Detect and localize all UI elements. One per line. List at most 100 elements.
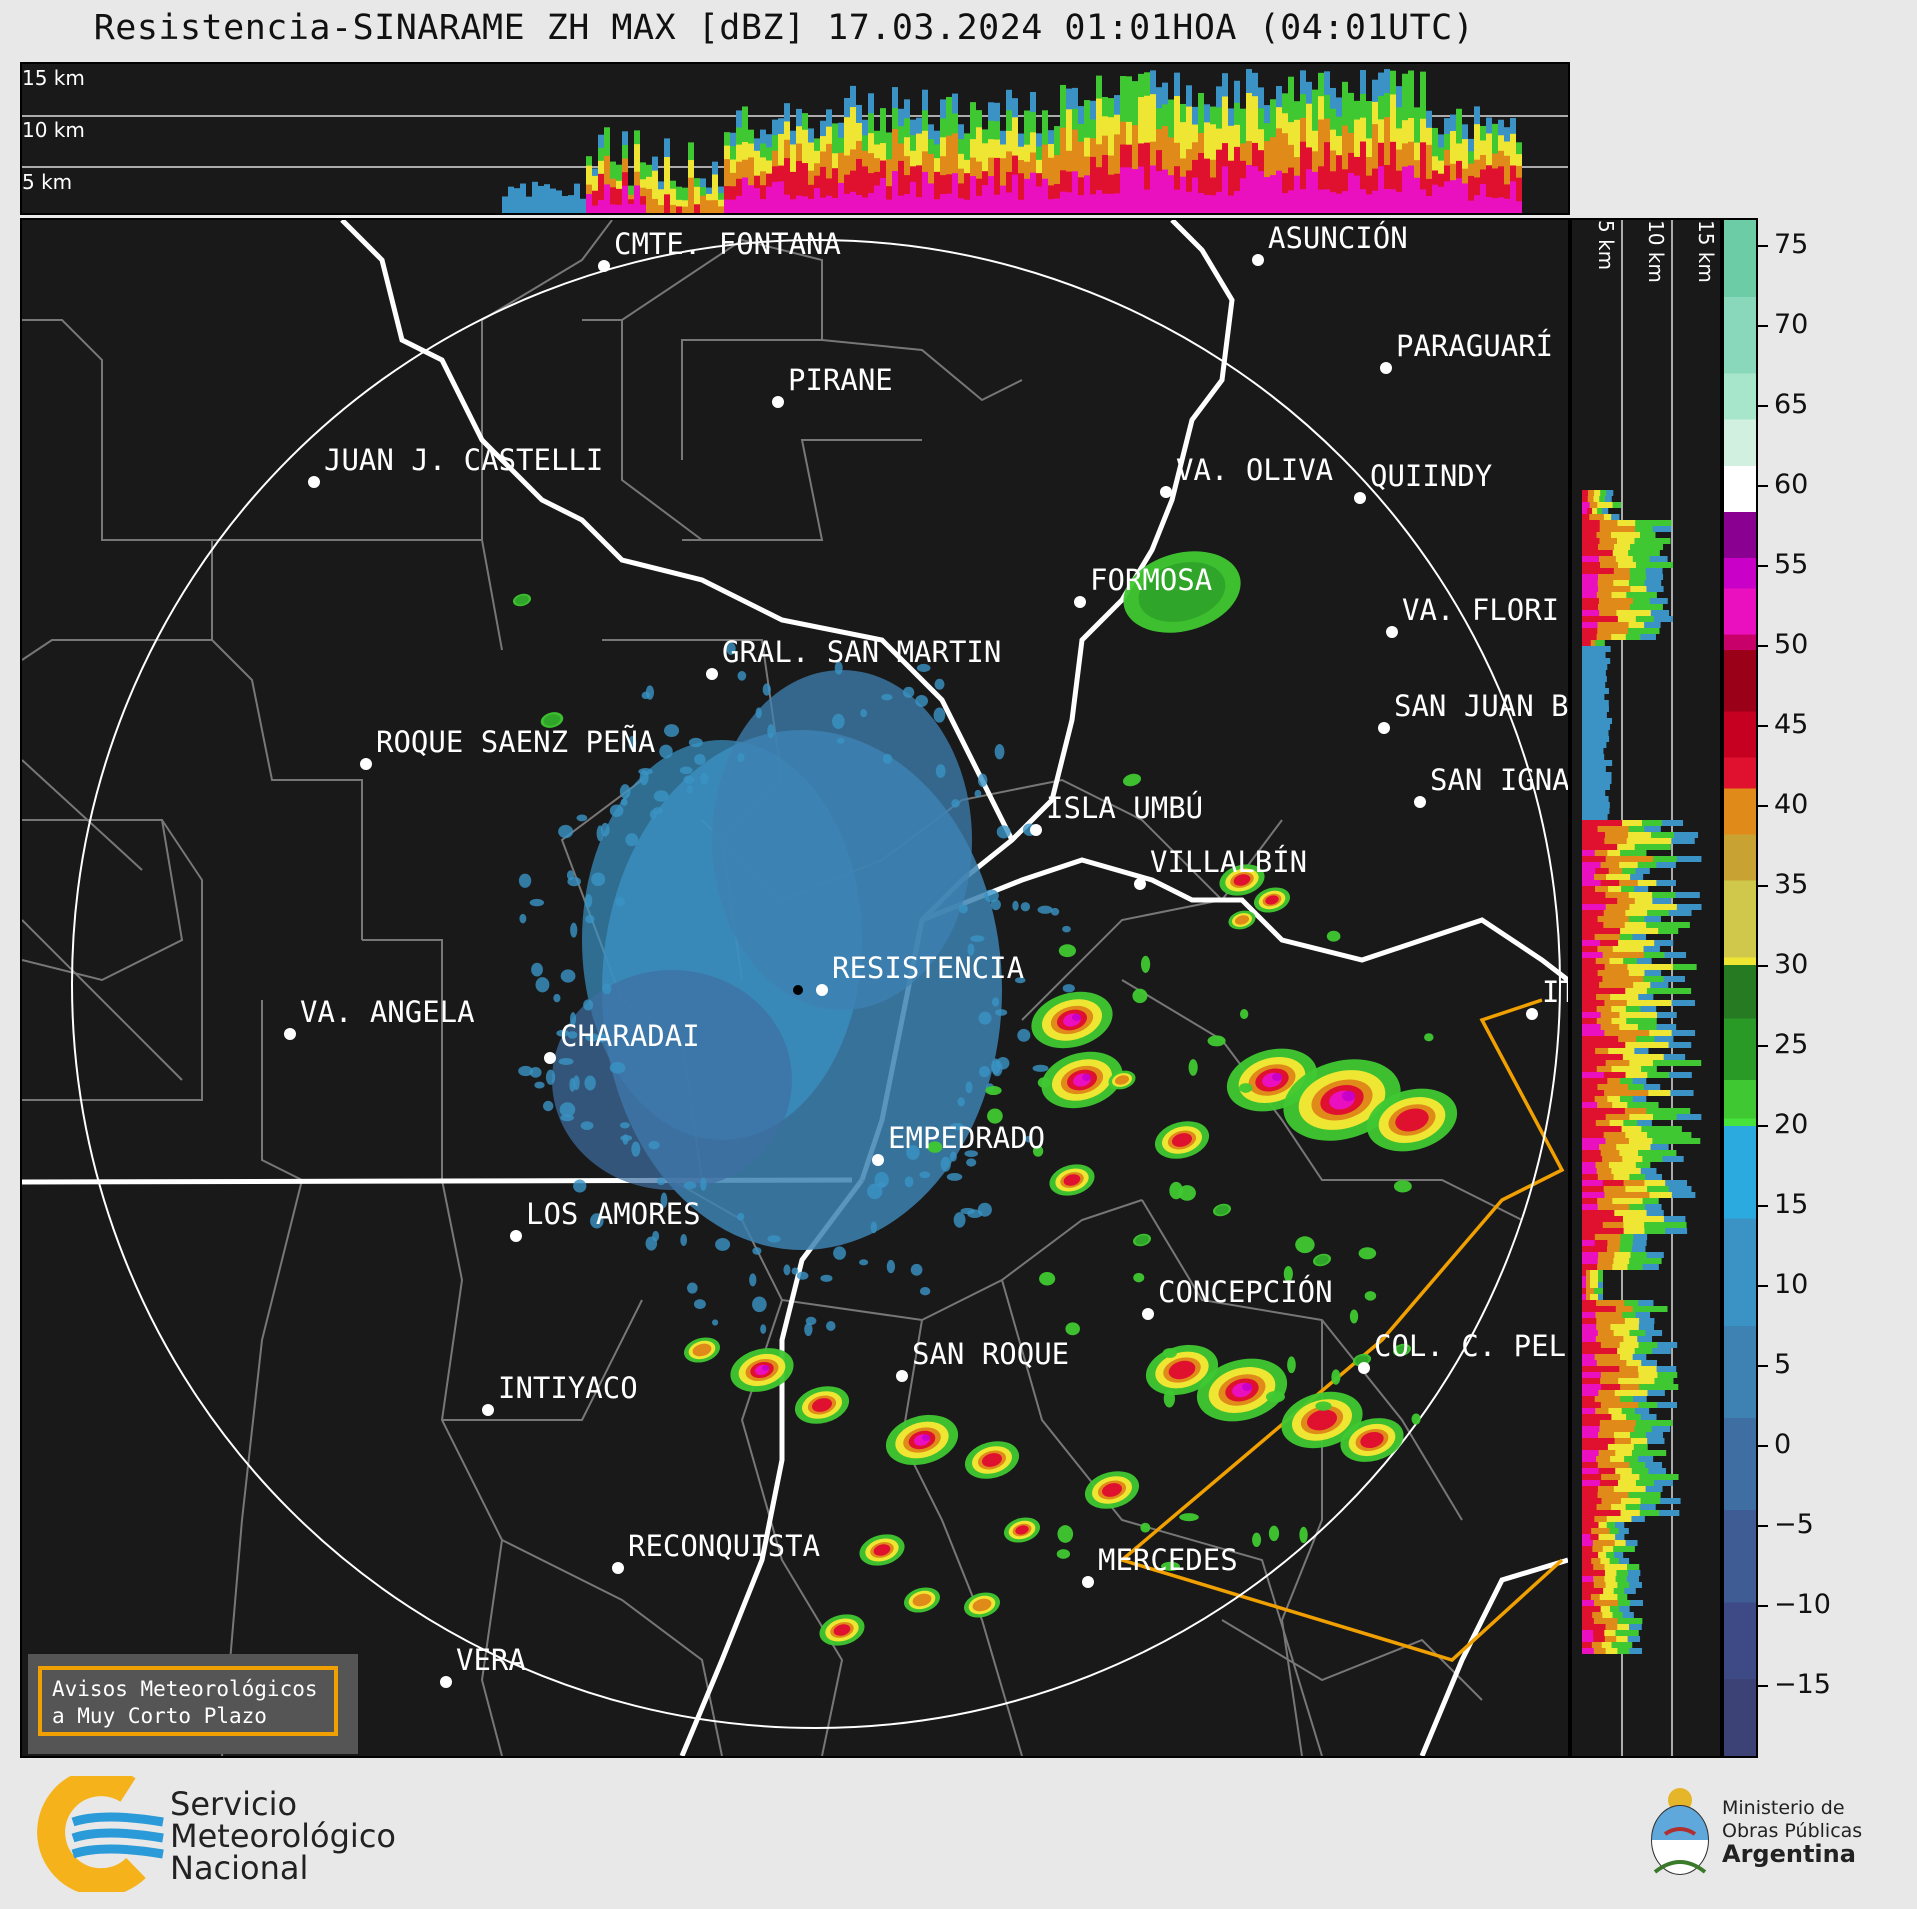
profile-column <box>1408 189 1414 213</box>
profile-column <box>1498 197 1504 213</box>
profile-column <box>1078 123 1084 143</box>
profile-column <box>886 145 892 161</box>
profile-column <box>898 160 904 180</box>
profile-column <box>1348 132 1354 154</box>
echo-cell <box>576 814 588 822</box>
profile-column <box>922 192 928 213</box>
echo-cell <box>726 642 736 656</box>
profile-column <box>994 121 1000 141</box>
echo-cell <box>1342 1090 1355 1102</box>
profile-column <box>1126 99 1132 123</box>
profile-column <box>736 110 742 129</box>
profile-row <box>1643 628 1660 634</box>
profile-row <box>1582 1606 1593 1612</box>
city-dot <box>1082 1576 1094 1588</box>
profile-row <box>1604 964 1629 970</box>
profile-column <box>1204 140 1210 160</box>
top-profile-echoes <box>502 69 1522 213</box>
profile-row <box>1619 1078 1634 1084</box>
profile-column <box>1390 141 1396 167</box>
profile-column <box>1384 189 1390 213</box>
profile-column <box>1360 165 1366 191</box>
profile-row <box>1651 538 1671 544</box>
profile-row <box>1597 622 1615 628</box>
echo-cell <box>953 1212 966 1228</box>
profile-column <box>508 186 514 213</box>
profile-row <box>1599 526 1619 532</box>
profile-column <box>592 175 598 185</box>
profile-column <box>1036 199 1042 213</box>
echo-cell <box>1012 900 1019 911</box>
echo-cell <box>1062 984 1075 993</box>
profile-column <box>1504 198 1510 213</box>
profile-row <box>1596 1318 1612 1324</box>
profile-row <box>1603 514 1613 520</box>
colorbar-tick-label: 35 <box>1774 869 1809 900</box>
profile-row <box>1643 550 1660 556</box>
profile-row <box>1629 1462 1647 1468</box>
profile-column <box>1450 130 1456 149</box>
profile-row <box>1658 1474 1679 1480</box>
echo-cell <box>535 977 550 993</box>
warning-button[interactable]: Avisos Meteorológicos a Muy Corto Plazo <box>28 1654 358 1754</box>
profile-row <box>1586 1294 1591 1300</box>
profile-row <box>1607 1234 1622 1240</box>
profile-row <box>1597 1258 1615 1264</box>
profile-column <box>1174 166 1180 191</box>
profile-row <box>1616 1426 1636 1432</box>
profile-row <box>1590 1294 1595 1300</box>
profile-row <box>1617 1624 1631 1630</box>
profile-row <box>1605 1648 1619 1654</box>
echo-cell <box>910 1263 923 1276</box>
echo-cell <box>1138 562 1226 622</box>
profile-row <box>1639 1510 1661 1516</box>
profile-column <box>784 158 790 178</box>
profile-row <box>1582 808 1610 814</box>
profile-row <box>1594 1240 1609 1246</box>
profile-column <box>658 205 664 213</box>
profile-column <box>1228 195 1234 213</box>
profile-row <box>1582 1546 1594 1552</box>
profile-row <box>1624 994 1640 1000</box>
profile-column <box>652 170 658 186</box>
profile-column <box>1372 124 1378 148</box>
echo-cell <box>660 1192 668 1208</box>
profile-row <box>1582 652 1606 658</box>
profile-row <box>1615 1564 1629 1570</box>
profile-row <box>1642 1102 1659 1108</box>
echo-cell <box>950 1122 965 1131</box>
profile-row <box>1594 850 1609 856</box>
profile-row <box>1582 736 1610 742</box>
profile-row <box>1582 1222 1604 1228</box>
profile-column <box>754 200 760 213</box>
profile-row <box>1594 874 1608 880</box>
radar-map: CMTE. FONTANA ASUNCIÓN PIRANE PARAGUARÍ JUAN… <box>20 218 1570 1758</box>
profile-row <box>1601 928 1622 934</box>
profile-row <box>1582 1558 1593 1564</box>
profile-row <box>1606 1552 1616 1558</box>
echo-cell <box>585 914 595 924</box>
echo-cell <box>1169 1181 1183 1200</box>
profile-row <box>1629 1624 1642 1630</box>
profile-column <box>868 133 874 155</box>
colorbar-tick <box>1758 1045 1768 1047</box>
profile-column <box>1516 154 1522 167</box>
profile-column <box>1006 151 1012 173</box>
colorbar-tick <box>1758 1285 1768 1287</box>
profile-column <box>1060 106 1066 129</box>
city-dot <box>1386 626 1398 638</box>
profile-row <box>1611 1168 1628 1174</box>
profile-row <box>1582 1468 1600 1474</box>
profile-column <box>982 157 988 173</box>
colorbar-tick <box>1758 1125 1768 1127</box>
echo-cell <box>596 825 604 842</box>
profile-row <box>1643 1084 1661 1090</box>
profile-column <box>640 187 646 198</box>
profile-column <box>730 146 736 161</box>
profile-row <box>1582 1348 1601 1354</box>
profile-row <box>1582 1528 1593 1534</box>
profile-column <box>988 102 994 122</box>
profile-row <box>1652 844 1671 850</box>
city-label: SAN JUAN B <box>1394 689 1568 723</box>
profile-column <box>1108 136 1114 157</box>
